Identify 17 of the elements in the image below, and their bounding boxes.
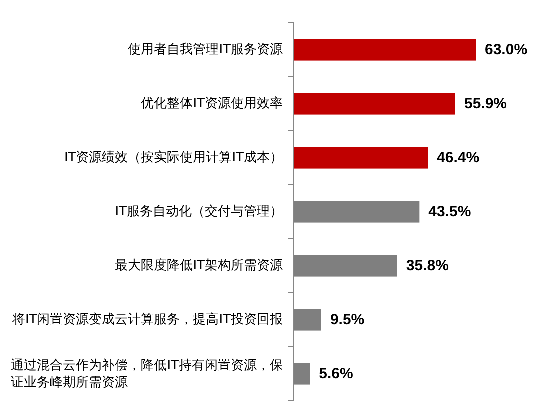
y-tick-label: 通过混合云作为补偿，降低IT持有闲置资源，保证业务峰期所需资源 — [11, 358, 284, 390]
data-label: 5.6% — [319, 366, 354, 382]
y-tick-label: 使用者自我管理IT服务资源 — [128, 42, 283, 58]
y-tick-label: 最大限度降低IT架构所需资源 — [115, 258, 283, 274]
bar — [294, 147, 428, 169]
data-label: 63.0% — [485, 42, 528, 58]
data-label: 55.9% — [464, 96, 508, 112]
data-label: 35.8% — [406, 258, 449, 274]
y-tick-label: IT资源绩效（按实际使用计算IT成本） — [64, 150, 283, 166]
y-tick-label: 优化整体IT资源使用效率 — [141, 96, 283, 112]
bar — [294, 39, 476, 61]
data-label: 43.5% — [428, 204, 472, 220]
data-label: 46.4% — [437, 150, 480, 166]
y-tick-label: IT服务自动化（交付与管理） — [115, 204, 283, 220]
bar — [294, 93, 456, 115]
y-tick-label: 将IT闲置资源变成云计算服务，提高IT投资回报 — [11, 312, 283, 328]
data-label: 9.5% — [330, 312, 365, 328]
